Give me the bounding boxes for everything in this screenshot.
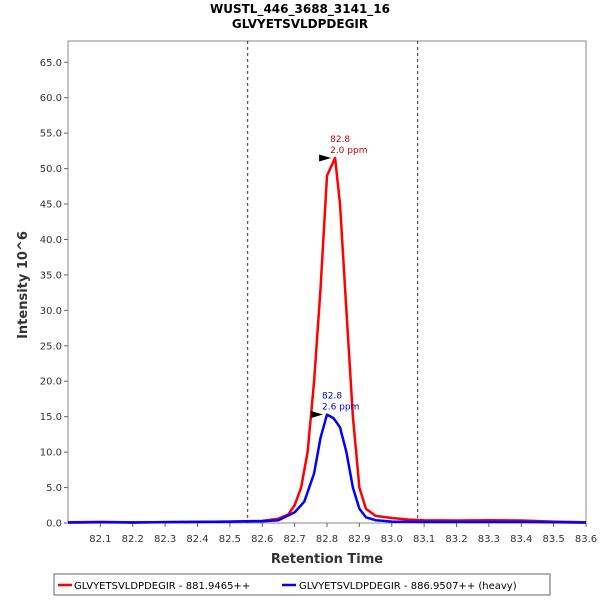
x-tick-label: 82.7 bbox=[283, 534, 305, 545]
x-tick-label: 82.9 bbox=[348, 534, 370, 545]
y-tick-label: 10.0 bbox=[40, 448, 62, 459]
chart-subtitle: GLVYETSVLDPDEGIR bbox=[232, 17, 368, 31]
y-tick-label: 50.0 bbox=[40, 164, 62, 175]
y-tick-label: 5.0 bbox=[46, 483, 62, 494]
x-tick-label: 82.3 bbox=[154, 534, 176, 545]
apex-annotation: 82.8 bbox=[322, 392, 342, 402]
apex-annotation: 82.8 bbox=[330, 135, 350, 145]
series-layer bbox=[67, 156, 587, 524]
legend-box bbox=[53, 573, 551, 596]
x-tick-label: 82.2 bbox=[122, 534, 144, 545]
y-tick-label: 15.0 bbox=[40, 412, 62, 423]
x-tick-label: 83.3 bbox=[478, 534, 500, 545]
y-tick-label: 20.0 bbox=[40, 377, 62, 388]
legend-label-light: GLVYETSVLDPDEGIR - 881.9465++ bbox=[74, 581, 250, 592]
peak-boundaries bbox=[247, 41, 419, 523]
legend-label-heavy: GLVYETSVLDPDEGIR - 886.9507++ (heavy) bbox=[299, 581, 517, 592]
y-tick-label: 0.0 bbox=[46, 519, 62, 530]
x-tick-label: 83.5 bbox=[542, 534, 564, 545]
x-axis: 82.1 82.2 82.3 82.4 82.5 82.6 82.7 82.8 82.9 83.0… bbox=[89, 523, 597, 545]
y-tick-label: 25.0 bbox=[40, 341, 62, 352]
x-tick-label: 83.6 bbox=[575, 534, 597, 545]
y-tick-label: 45.0 bbox=[40, 200, 62, 211]
y-tick-label: 55.0 bbox=[40, 129, 62, 140]
y-axis: 0.0 5.0 10.0 15.0 20.0 25.0 30.0 35.0 40.0 45.0 50… bbox=[40, 58, 68, 530]
plot-area bbox=[67, 40, 587, 524]
x-tick-label: 82.8 bbox=[316, 534, 338, 545]
x-tick-label: 83.0 bbox=[381, 534, 403, 545]
legend: GLVYETSVLDPDEGIR - 881.9465++ GLVYETSVLD… bbox=[53, 573, 551, 596]
x-tick-label: 82.1 bbox=[89, 534, 111, 545]
x-axis-label: Retention Time bbox=[271, 552, 383, 567]
apex-annotation: 2.6 ppm bbox=[322, 403, 359, 413]
y-tick-label: 40.0 bbox=[40, 235, 62, 246]
apex-annotation: 2.0 ppm bbox=[330, 146, 367, 156]
y-axis-label: Intensity 10^6 bbox=[16, 231, 31, 339]
apex-marker bbox=[311, 411, 323, 419]
chart-title: WUSTL_446_3688_3141_16 bbox=[210, 2, 390, 17]
x-tick-label: 83.4 bbox=[510, 534, 532, 545]
x-tick-label: 82.4 bbox=[186, 534, 208, 545]
x-tick-label: 82.6 bbox=[251, 534, 273, 545]
x-tick-label: 82.5 bbox=[219, 534, 241, 545]
y-tick-label: 35.0 bbox=[40, 270, 62, 281]
x-tick-label: 83.1 bbox=[413, 534, 435, 545]
series-line-heavy bbox=[67, 413, 587, 524]
y-tick-label: 60.0 bbox=[40, 93, 62, 104]
apex-marker bbox=[319, 154, 332, 162]
y-tick-label: 30.0 bbox=[40, 306, 62, 317]
x-tick-label: 83.2 bbox=[445, 534, 467, 545]
y-tick-label: 65.0 bbox=[40, 58, 62, 69]
